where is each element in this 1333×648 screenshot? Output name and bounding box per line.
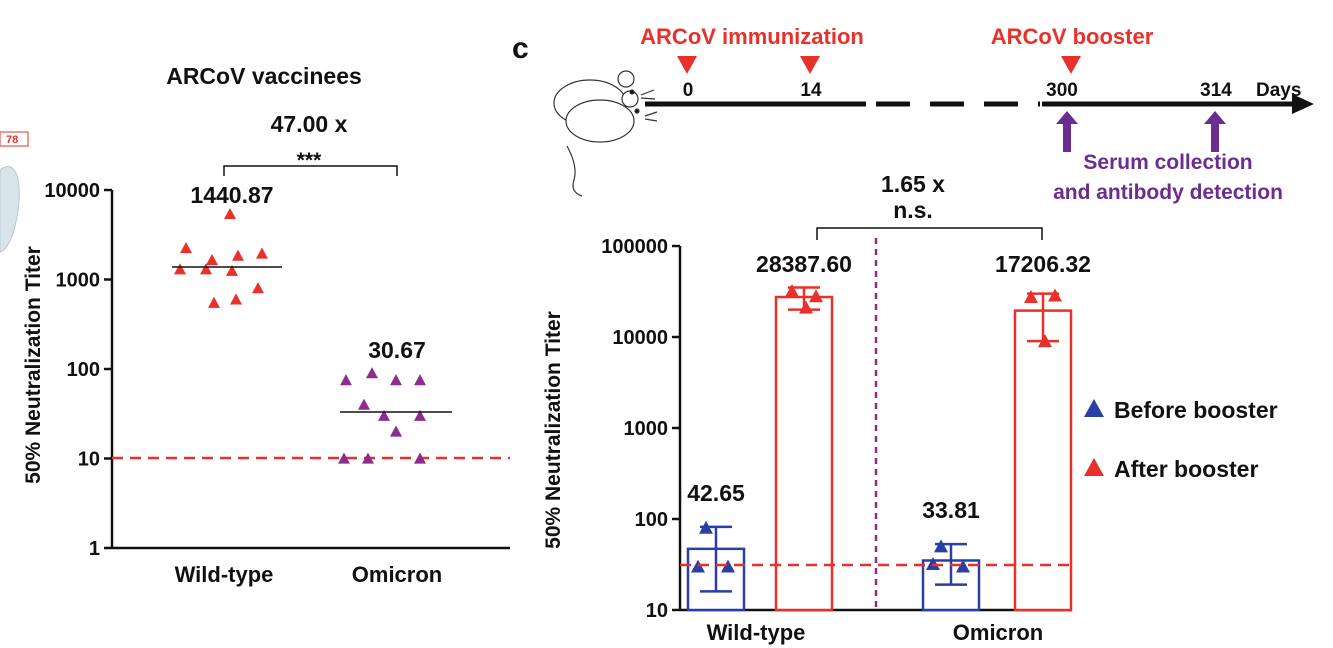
right-fold-label: 1.65 x (881, 171, 945, 197)
arrow-day-0 (677, 56, 697, 74)
legend-before-marker (1084, 399, 1104, 417)
left-y-tick-label: 1000 (56, 270, 101, 292)
arrow-up-314 (1204, 111, 1226, 152)
left-chart: ARCoV vaccinees 50% Neutralization Titer… (22, 63, 510, 587)
bar-data-point (699, 520, 713, 534)
left-data-point (174, 263, 186, 275)
left-data-point (206, 254, 218, 266)
left-data-point (366, 367, 378, 379)
clipped-illustration: 78 (0, 131, 29, 253)
arrow-up-300 (1056, 111, 1078, 152)
left-data-point (362, 452, 374, 464)
timeline: ARCoV immunization ARCoV booster 0 14 30… (553, 24, 1314, 204)
right-y-tick-label: 10 (646, 600, 668, 622)
left-data-point (256, 247, 268, 259)
serum-collection-line2: and antibody detection (1053, 181, 1283, 204)
legend: Before booster After booster (1084, 397, 1278, 482)
day-label-300: 300 (1046, 80, 1078, 101)
left-y-tick-label: 10000 (44, 180, 100, 202)
left-data-point (414, 452, 426, 464)
legend-before-label: Before booster (1114, 397, 1278, 423)
left-data-point (414, 374, 426, 386)
left-data-point (358, 398, 370, 410)
left-chart-title: ARCoV vaccinees (166, 63, 362, 89)
left-data-point (232, 249, 244, 261)
left-data-point (230, 293, 242, 305)
right-chart: 50% Neutralization Titer 101001000100001… (542, 171, 1091, 645)
booster-label: ARCoV booster (991, 24, 1154, 49)
day-label-314: 314 (1200, 80, 1232, 101)
left-data-point (180, 241, 192, 254)
left-y-axis-label: 50% Neutralization Titer (22, 246, 45, 484)
left-y-tick-label: 10 (78, 449, 100, 471)
bar-data-point (1038, 334, 1052, 348)
mouse-icon (553, 70, 658, 197)
left-y-tick-label: 1 (89, 538, 100, 560)
left-omicron-summary: 30.67 (368, 337, 426, 363)
right-y-tick-label: 10000 (612, 327, 668, 349)
legend-after-label: After booster (1114, 456, 1258, 482)
left-data-point (252, 282, 264, 294)
legend-after-marker (1084, 458, 1104, 476)
right-x-label-wildtype: Wild-type (707, 620, 806, 645)
day-label-0: 0 (683, 80, 694, 101)
corner-fragment-text: 78 (6, 134, 18, 146)
right-significance-label: n.s. (893, 197, 933, 223)
serum-collection-line1: Serum collection (1083, 151, 1252, 174)
bar-value-label: 17206.32 (995, 251, 1091, 277)
bar (774, 295, 834, 612)
left-data-point (340, 374, 352, 386)
right-y-tick-label: 100 (635, 509, 668, 531)
bar-value-label: 42.65 (687, 480, 745, 506)
left-data-point (208, 296, 220, 308)
left-y-tick-label: 100 (67, 359, 100, 381)
immunization-label: ARCoV immunization (640, 24, 864, 49)
right-y-tick-label: 100000 (601, 236, 668, 258)
left-x-label-wildtype: Wild-type (175, 562, 274, 587)
days-unit-label: Days (1256, 80, 1301, 101)
arrow-day-300 (1061, 56, 1081, 74)
day-label-14: 14 (800, 80, 822, 101)
left-data-point (390, 374, 402, 386)
left-wildtype-summary: 1440.87 (190, 182, 273, 208)
left-significance-label: *** (297, 149, 322, 172)
bar-value-label: 28387.60 (756, 251, 852, 277)
bar-data-point (721, 559, 735, 573)
left-data-point (414, 409, 426, 421)
left-x-label-omicron: Omicron (352, 562, 442, 587)
left-data-point (378, 409, 390, 421)
bar-data-point (809, 289, 823, 303)
left-data-point (226, 264, 238, 276)
left-data-point (390, 425, 402, 437)
bar-data-point (1024, 290, 1038, 303)
arrow-day-14 (800, 56, 820, 74)
right-y-ticks: 10 100 1000 10000 100000 (601, 236, 680, 622)
right-x-label-omicron: Omicron (953, 620, 1043, 645)
right-bars: 42.65 33.81 28387.60 17206.32 (686, 251, 1091, 612)
left-comparison-bracket (223, 165, 398, 176)
panel-label-c: c (512, 32, 529, 65)
bar (1013, 309, 1073, 612)
right-y-tick-label: 1000 (624, 418, 669, 440)
left-points (174, 207, 426, 464)
left-y-ticks: 1 10 100 1000 10000 (44, 180, 112, 560)
left-data-point (200, 263, 212, 275)
bar-data-point (1048, 288, 1062, 302)
bar-value-label: 33.81 (922, 497, 980, 523)
left-data-point (338, 452, 350, 464)
bar-data-point (799, 300, 813, 314)
bar-data-point (956, 559, 970, 573)
bar-data-point (934, 539, 948, 553)
right-y-axis-label: 50% Neutralization Titer (542, 311, 565, 549)
left-data-point (224, 207, 236, 220)
timeline-arrowhead (1292, 94, 1314, 114)
right-comparison-bracket (816, 227, 1043, 240)
bar-data-point (926, 557, 940, 570)
bar-data-point (785, 284, 799, 297)
left-fold-label: 47.00 x (271, 111, 348, 137)
